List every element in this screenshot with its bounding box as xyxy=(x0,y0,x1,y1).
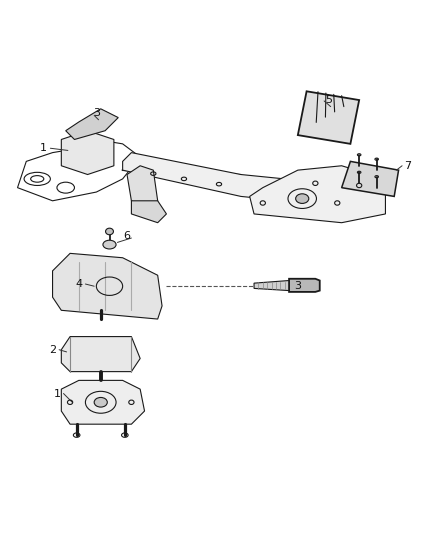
Polygon shape xyxy=(250,166,385,223)
Ellipse shape xyxy=(106,228,113,235)
Polygon shape xyxy=(289,279,320,292)
Polygon shape xyxy=(61,131,114,174)
Polygon shape xyxy=(61,336,140,372)
Polygon shape xyxy=(254,280,307,290)
Text: 2: 2 xyxy=(49,345,56,355)
Polygon shape xyxy=(61,381,145,424)
Polygon shape xyxy=(53,253,162,319)
Ellipse shape xyxy=(103,240,116,249)
Polygon shape xyxy=(123,152,298,201)
Text: 5: 5 xyxy=(325,95,332,105)
Text: 1: 1 xyxy=(40,143,47,154)
Text: 1: 1 xyxy=(53,389,60,399)
Ellipse shape xyxy=(94,398,107,407)
Polygon shape xyxy=(131,201,166,223)
Ellipse shape xyxy=(296,194,309,204)
Polygon shape xyxy=(298,91,359,144)
Text: 3: 3 xyxy=(93,108,100,118)
Text: 6: 6 xyxy=(124,231,131,241)
Text: 7: 7 xyxy=(404,161,411,171)
Polygon shape xyxy=(66,109,118,140)
Polygon shape xyxy=(342,161,399,197)
Text: 3: 3 xyxy=(294,281,301,291)
Text: 4: 4 xyxy=(75,279,82,289)
Polygon shape xyxy=(127,166,158,209)
